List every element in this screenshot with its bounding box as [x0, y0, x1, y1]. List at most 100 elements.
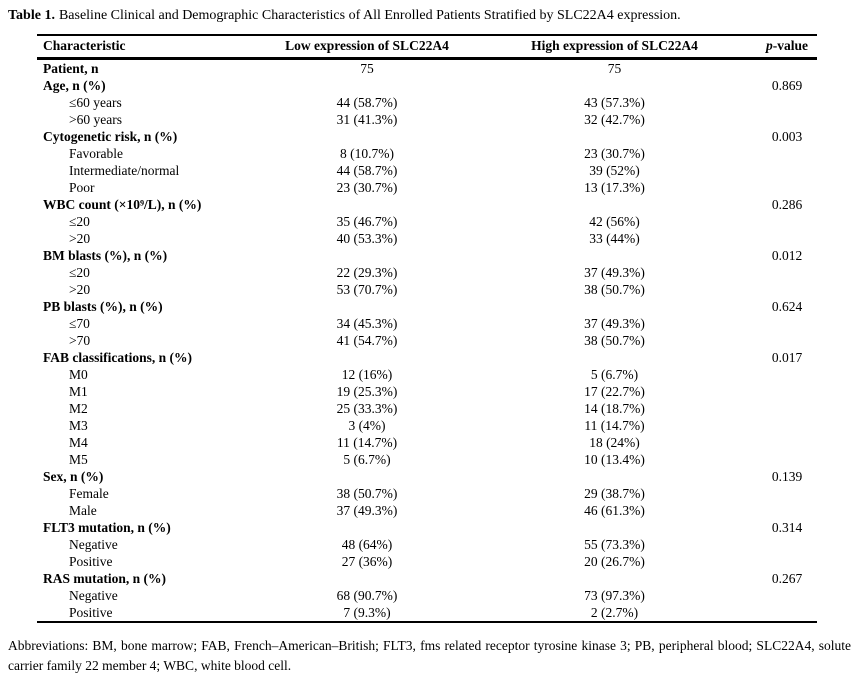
characteristic-cell: Female [69, 486, 109, 501]
characteristic-cell: >60 years [69, 112, 122, 127]
p-value-cell: 0.012 [771, 248, 803, 263]
characteristic-cell: >20 [69, 231, 91, 246]
table-row: Female 38 (50.7%) 29 (38.7%) [37, 485, 817, 502]
low-expression-cell: 12 (16%) [341, 367, 393, 382]
characteristic-cell: M4 [69, 435, 88, 450]
characteristic-cell: M1 [69, 384, 88, 399]
characteristic-cell: ≤20 [69, 214, 90, 229]
high-expression-cell: 33 (44%) [589, 231, 640, 246]
characteristic-cell: Favorable [69, 146, 123, 161]
low-expression-cell: 53 (70.7%) [336, 282, 398, 297]
high-expression-cell [472, 468, 757, 485]
low-expression-cell [262, 196, 472, 213]
low-expression-cell: 35 (46.7%) [336, 214, 398, 229]
low-expression-cell [262, 77, 472, 94]
characteristic-cell: Male [69, 503, 97, 518]
table-header-row: Characteristic Low expression of SLC22A4… [37, 34, 817, 60]
high-expression-cell: 43 (57.3%) [584, 95, 645, 110]
table-row: M2 25 (33.3%) 14 (18.7%) [37, 400, 817, 417]
table-row: Favorable 8 (10.7%) 23 (30.7%) [37, 145, 817, 162]
high-expression-cell: 32 (42.7%) [584, 112, 645, 127]
high-expression-cell: 46 (61.3%) [584, 503, 645, 518]
low-expression-cell: 7 (9.3%) [262, 604, 472, 623]
table-row: Cytogenetic risk, n (%) 0.003 [37, 128, 817, 145]
low-expression-cell: 3 (4%) [348, 418, 386, 433]
table-number-label: Table 1. [8, 8, 55, 23]
p-value-cell: 0.314 [771, 520, 803, 535]
high-expression-cell: 37 (49.3%) [584, 265, 645, 280]
characteristic-cell: M3 [69, 418, 88, 433]
high-expression-cell: 18 (24%) [589, 435, 640, 450]
table-row: Patient, n 75 75 [37, 59, 817, 78]
table-row: FLT3 mutation, n (%) 0.314 [37, 519, 817, 536]
table-row: Male 37 (49.3%) 46 (61.3%) [37, 502, 817, 519]
low-expression-cell: 22 (29.3%) [336, 265, 398, 280]
p-value-cell [757, 417, 817, 434]
characteristics-table: Characteristic Low expression of SLC22A4… [37, 34, 817, 623]
table-row: ≤70 34 (45.3%) 37 (49.3%) [37, 315, 817, 332]
characteristic-cell: FAB classifications, n (%) [43, 350, 192, 365]
low-expression-cell [262, 570, 472, 587]
p-italic: p [766, 38, 773, 53]
table-row: Sex, n (%) 0.139 [37, 468, 817, 485]
table-row: Intermediate/normal 44 (58.7%) 39 (52%) [37, 162, 817, 179]
table-row: Negative 68 (90.7%) 73 (97.3%) [37, 587, 817, 604]
p-value-cell [757, 315, 817, 332]
low-expression-cell [262, 349, 472, 366]
p-value-cell [757, 434, 817, 451]
low-expression-cell: 44 (58.7%) [336, 95, 398, 110]
table-row: RAS mutation, n (%) 0.267 [37, 570, 817, 587]
low-expression-cell: 5 (6.7%) [343, 452, 391, 467]
low-expression-cell [262, 247, 472, 264]
col-header-high-expression: High expression of SLC22A4 [472, 34, 757, 60]
high-expression-cell [472, 247, 757, 264]
high-expression-cell: 10 (13.4%) [584, 452, 645, 467]
high-expression-cell [472, 349, 757, 366]
low-expression-cell: 11 (14.7%) [336, 435, 398, 450]
p-value-cell [757, 59, 817, 78]
high-expression-cell: 14 (18.7%) [584, 401, 645, 416]
high-expression-cell: 38 (50.7%) [584, 333, 645, 348]
characteristic-cell: ≤70 [69, 316, 90, 331]
characteristic-cell: Negative [69, 588, 118, 603]
abbreviations-footnote: Abbreviations: BM, bone marrow; FAB, Fre… [8, 638, 851, 673]
table-row: Positive 27 (36%) 20 (26.7%) [37, 553, 817, 570]
high-expression-cell: 29 (38.7%) [584, 486, 645, 501]
high-expression-cell [472, 196, 757, 213]
table-row: M4 11 (14.7%) 18 (24%) [37, 434, 817, 451]
p-value-cell [757, 213, 817, 230]
characteristic-cell: M5 [69, 452, 88, 467]
table-title: Table 1. Baseline Clinical and Demographi… [8, 7, 851, 25]
p-value-cell [757, 179, 817, 196]
p-value-cell [757, 383, 817, 400]
table-body: Patient, n 75 75 Age, n (%) 0.869 ≤60 ye… [37, 59, 817, 623]
characteristic-cell: Sex, n (%) [43, 469, 104, 484]
p-value-cell [757, 111, 817, 128]
low-expression-cell: 48 (64%) [341, 537, 393, 552]
table-row: M5 5 (6.7%) 10 (13.4%) [37, 451, 817, 468]
p-value-cell [757, 604, 817, 623]
p-value-cell: 0.017 [771, 350, 803, 365]
col-header-characteristic: Characteristic [37, 34, 262, 60]
table-caption: Baseline Clinical and Demographic Charac… [58, 8, 681, 23]
low-expression-cell: 44 (58.7%) [336, 163, 398, 178]
p-value-cell [757, 366, 817, 383]
p-value-cell [757, 587, 817, 604]
characteristic-cell: BM blasts (%), n (%) [43, 248, 168, 263]
low-expression-cell: 25 (33.3%) [336, 401, 398, 416]
low-expression-cell [262, 519, 472, 536]
p-value-cell [757, 485, 817, 502]
characteristic-cell: ≤20 [69, 265, 90, 280]
high-expression-cell: 2 (2.7%) [472, 604, 757, 623]
high-expression-cell: 42 (56%) [589, 214, 640, 229]
high-expression-cell [472, 128, 757, 145]
high-expression-cell: 13 (17.3%) [584, 180, 645, 195]
table-header: Characteristic Low expression of SLC22A4… [37, 34, 817, 60]
table-row: ≤20 22 (29.3%) 37 (49.3%) [37, 264, 817, 281]
p-value-cell [757, 502, 817, 519]
high-expression-cell [472, 570, 757, 587]
characteristic-cell: ≤60 years [69, 95, 122, 110]
high-expression-cell: 38 (50.7%) [584, 282, 645, 297]
p-value-cell [757, 332, 817, 349]
low-expression-cell [262, 298, 472, 315]
